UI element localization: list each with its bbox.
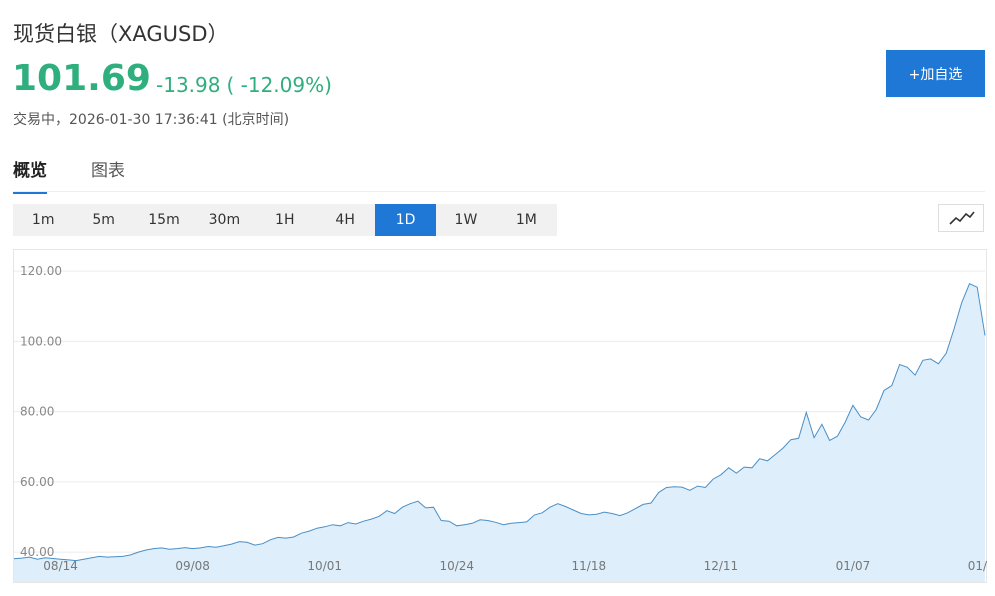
change-value: -13.98 xyxy=(156,73,221,97)
change-percent: ( -12.09%) xyxy=(226,73,332,97)
y-tick-label: 120.00 xyxy=(20,264,62,278)
chart: 40.00 60.00 80.00 100.00 120.00 08/14 09/08 10/… xyxy=(13,249,995,583)
chart-type-button[interactable] xyxy=(938,204,984,232)
tabs: 概览 图表 xyxy=(13,154,169,194)
plot-frame xyxy=(13,249,987,583)
price-line xyxy=(13,283,986,562)
interval-button[interactable]: 15m xyxy=(148,212,180,228)
x-tick-label: 01/30 xyxy=(968,559,995,573)
x-tick-label: 11/18 xyxy=(572,559,607,573)
interval-button[interactable]: 1H xyxy=(275,212,295,228)
divider xyxy=(13,191,985,192)
x-tick-label: 08/14 xyxy=(43,559,78,573)
line-icon xyxy=(949,211,975,225)
x-tick-label: 01/07 xyxy=(836,559,871,573)
y-tick-label: 40.00 xyxy=(20,545,54,559)
interval-button[interactable]: 1D xyxy=(375,204,436,236)
tab[interactable]: 图表 xyxy=(91,161,125,181)
interval-button[interactable]: 1M xyxy=(515,212,537,228)
x-tick-label: 10/24 xyxy=(439,559,474,573)
x-tick-label: 12/11 xyxy=(704,559,739,573)
interval-button[interactable]: 5m xyxy=(92,212,115,228)
plot xyxy=(13,270,986,582)
y-tick-label: 60.00 xyxy=(20,475,54,489)
status: 交易中，2026-01-30 17:36:41 (北京时间) xyxy=(13,112,290,128)
change: -13.98( -12.09%) xyxy=(156,73,338,97)
interval-bar: 1m 5m 15m 30m 1H 4H 1D 1W 1M xyxy=(13,204,557,236)
watch-button[interactable]: +加自选 xyxy=(886,50,985,97)
area-fill xyxy=(14,283,985,582)
x-tick-label: 09/08 xyxy=(175,559,210,573)
title: 现货白银（XAGUSD） xyxy=(13,22,229,46)
price: 101.69 xyxy=(12,58,151,99)
interval-button[interactable]: 1m xyxy=(31,212,55,228)
x-tick-label: 10/01 xyxy=(307,559,342,573)
interval-button[interactable]: 1W xyxy=(454,212,478,228)
y-tick-label: 80.00 xyxy=(20,405,54,419)
y-tick-label: 100.00 xyxy=(20,334,62,348)
tab[interactable]: 概览 xyxy=(13,154,47,194)
interval-button[interactable]: 4H xyxy=(335,212,355,228)
interval-button[interactable]: 30m xyxy=(208,212,241,228)
